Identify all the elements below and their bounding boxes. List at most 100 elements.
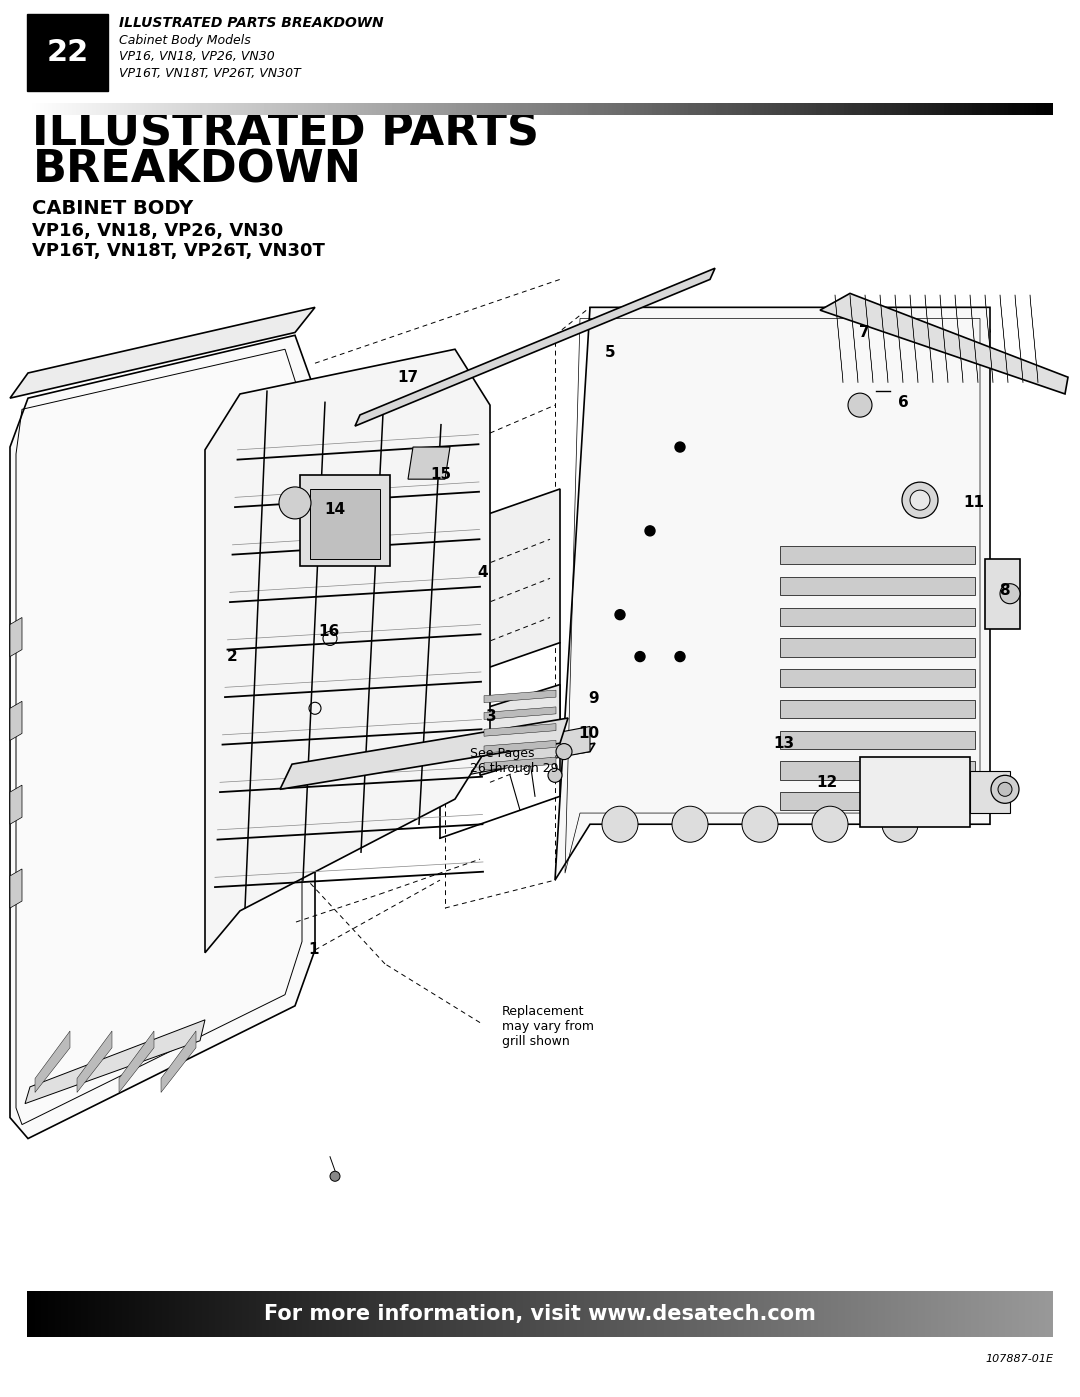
Circle shape xyxy=(556,743,572,760)
Polygon shape xyxy=(780,761,975,780)
Polygon shape xyxy=(880,295,888,383)
Polygon shape xyxy=(265,743,595,799)
Text: 10: 10 xyxy=(578,726,599,740)
Polygon shape xyxy=(955,295,963,383)
Polygon shape xyxy=(895,295,903,383)
Polygon shape xyxy=(440,489,561,685)
Circle shape xyxy=(645,525,654,536)
Text: VP16, VN18, VP26, VN30: VP16, VN18, VP26, VN30 xyxy=(119,50,274,63)
Text: ILLUSTRATED PARTS: ILLUSTRATED PARTS xyxy=(32,112,539,154)
Polygon shape xyxy=(820,293,1068,394)
Polygon shape xyxy=(77,1031,112,1092)
Text: VP16, VN18, VP26, VN30: VP16, VN18, VP26, VN30 xyxy=(32,222,284,239)
Polygon shape xyxy=(860,757,970,827)
Circle shape xyxy=(330,1171,340,1182)
Text: 1: 1 xyxy=(308,943,319,957)
Text: 22: 22 xyxy=(46,38,89,67)
Polygon shape xyxy=(780,577,975,595)
Polygon shape xyxy=(1030,295,1038,383)
Polygon shape xyxy=(355,268,715,426)
Polygon shape xyxy=(555,307,990,880)
Polygon shape xyxy=(985,559,1020,629)
Text: ILLUSTRATED PARTS BREAKDOWN: ILLUSTRATED PARTS BREAKDOWN xyxy=(119,17,383,31)
Text: 12: 12 xyxy=(816,775,838,789)
Text: 13: 13 xyxy=(773,736,795,750)
Circle shape xyxy=(882,806,918,842)
Polygon shape xyxy=(850,295,858,383)
Polygon shape xyxy=(280,718,568,789)
Circle shape xyxy=(902,482,939,518)
Circle shape xyxy=(910,490,930,510)
Text: Cabinet Body Models: Cabinet Body Models xyxy=(119,35,251,47)
Polygon shape xyxy=(780,731,975,749)
Polygon shape xyxy=(161,1031,195,1092)
Text: BREAKDOWN: BREAKDOWN xyxy=(32,149,362,191)
Text: 9: 9 xyxy=(589,692,599,705)
Polygon shape xyxy=(300,475,390,566)
Polygon shape xyxy=(780,638,975,657)
Circle shape xyxy=(635,651,645,662)
Text: VP16T, VN18T, VP26T, VN30T: VP16T, VN18T, VP26T, VN30T xyxy=(119,67,300,81)
Circle shape xyxy=(742,806,778,842)
Text: 14: 14 xyxy=(324,503,346,517)
Text: 7: 7 xyxy=(859,326,869,339)
Polygon shape xyxy=(865,295,873,383)
Circle shape xyxy=(1000,584,1020,604)
Circle shape xyxy=(615,609,625,620)
Text: 16: 16 xyxy=(319,624,340,638)
Polygon shape xyxy=(780,792,975,810)
Text: 3: 3 xyxy=(486,710,497,724)
Text: 8: 8 xyxy=(999,584,1010,598)
Text: VP16T, VN18T, VP26T, VN30T: VP16T, VN18T, VP26T, VN30T xyxy=(32,243,325,260)
Text: See Pages
26 through 29: See Pages 26 through 29 xyxy=(470,747,558,775)
Polygon shape xyxy=(10,701,22,740)
Polygon shape xyxy=(780,608,975,626)
Polygon shape xyxy=(985,295,993,383)
Text: CABINET BODY: CABINET BODY xyxy=(32,198,193,218)
Polygon shape xyxy=(480,685,561,775)
Polygon shape xyxy=(119,1031,154,1092)
Polygon shape xyxy=(340,726,590,799)
Circle shape xyxy=(548,768,562,782)
Polygon shape xyxy=(970,771,1010,813)
Polygon shape xyxy=(10,785,22,824)
Polygon shape xyxy=(484,690,556,703)
Text: 11: 11 xyxy=(963,496,985,510)
Polygon shape xyxy=(10,307,315,398)
Polygon shape xyxy=(484,724,556,736)
Circle shape xyxy=(675,651,685,662)
Circle shape xyxy=(672,806,708,842)
Circle shape xyxy=(279,488,311,518)
Polygon shape xyxy=(484,707,556,719)
Polygon shape xyxy=(10,869,22,908)
Text: 107887-01E: 107887-01E xyxy=(985,1354,1053,1365)
Polygon shape xyxy=(310,489,380,559)
Polygon shape xyxy=(910,295,918,383)
Polygon shape xyxy=(924,295,933,383)
Polygon shape xyxy=(205,349,490,953)
Polygon shape xyxy=(780,700,975,718)
Polygon shape xyxy=(25,1020,205,1104)
Polygon shape xyxy=(835,295,843,383)
Circle shape xyxy=(675,441,685,453)
Circle shape xyxy=(998,782,1012,796)
Text: 6: 6 xyxy=(897,395,908,409)
Text: 5: 5 xyxy=(605,345,616,359)
Polygon shape xyxy=(484,757,556,770)
Text: Replacement
may vary from
grill shown: Replacement may vary from grill shown xyxy=(502,1006,594,1048)
Circle shape xyxy=(991,775,1020,803)
Text: 2: 2 xyxy=(227,650,238,664)
Text: 15: 15 xyxy=(430,468,451,482)
Polygon shape xyxy=(780,546,975,564)
Text: 4: 4 xyxy=(477,566,488,580)
Circle shape xyxy=(812,806,848,842)
Polygon shape xyxy=(10,335,315,1139)
Circle shape xyxy=(602,806,638,842)
Polygon shape xyxy=(484,740,556,753)
Polygon shape xyxy=(35,1031,70,1092)
Polygon shape xyxy=(970,295,978,383)
Text: 17: 17 xyxy=(397,370,419,384)
Polygon shape xyxy=(940,295,948,383)
Polygon shape xyxy=(10,617,22,657)
Bar xyxy=(27,14,108,91)
